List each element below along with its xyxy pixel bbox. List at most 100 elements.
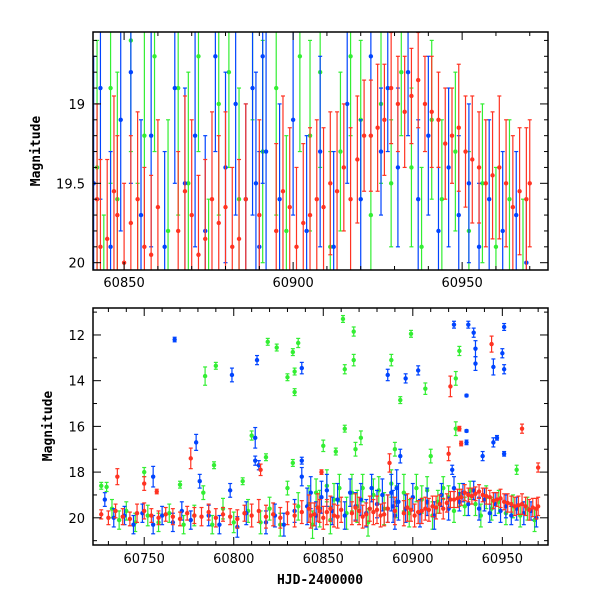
point-marker: [469, 493, 475, 499]
point-marker: [319, 469, 324, 475]
point-marker: [501, 451, 507, 457]
point-marker: [230, 244, 235, 250]
point-marker: [154, 489, 159, 494]
blue-data-point: [277, 103, 282, 270]
green-data-point: [348, 32, 353, 137]
point-marker: [138, 212, 144, 218]
green-data-point: [453, 71, 458, 232]
point-marker: [108, 244, 113, 250]
point-marker: [142, 133, 147, 138]
point-marker: [424, 499, 430, 505]
point-marker: [253, 458, 258, 463]
point-marker: [429, 109, 434, 115]
red-data-point: [483, 119, 489, 248]
red-data-point: [516, 495, 521, 515]
point-marker: [500, 351, 505, 356]
point-marker: [464, 393, 469, 398]
red-data-point: [321, 505, 326, 530]
red-data-point: [491, 492, 496, 510]
red-data-point: [451, 490, 457, 509]
point-marker: [503, 181, 509, 186]
point-marker: [476, 506, 482, 511]
red-data-point: [163, 506, 168, 522]
point-marker: [455, 496, 460, 501]
red-data-point: [349, 501, 355, 526]
red-data-point: [321, 127, 326, 270]
point-marker: [127, 516, 133, 522]
point-marker: [491, 498, 496, 503]
red-data-point: [338, 496, 344, 523]
red-data-point: [530, 497, 535, 518]
point-marker: [395, 101, 401, 107]
red-data-point: [155, 119, 161, 270]
point-marker: [409, 93, 414, 99]
point-marker: [324, 488, 330, 493]
point-marker: [104, 484, 109, 490]
x-tick-label: 60750: [124, 552, 165, 567]
blue-data-point: [389, 473, 394, 512]
point-marker: [487, 495, 493, 500]
blue-data-point: [331, 150, 336, 270]
red-data-point: [364, 502, 369, 527]
point-marker: [299, 509, 304, 515]
blue-data-point: [253, 426, 258, 449]
green-data-point: [351, 353, 356, 367]
point-marker: [165, 228, 171, 234]
point-marker: [170, 514, 176, 519]
point-marker: [94, 196, 100, 202]
point-marker: [443, 141, 448, 146]
point-marker: [243, 196, 248, 202]
point-marker: [217, 522, 222, 527]
point-marker: [369, 485, 374, 491]
point-marker: [378, 149, 384, 154]
green-data-point: [186, 71, 191, 270]
point-marker: [68, 213, 72, 217]
point-marker: [337, 485, 342, 491]
point-marker: [401, 511, 407, 516]
blue-data-point: [227, 482, 233, 498]
point-marker: [348, 196, 353, 202]
red-data-point: [307, 127, 313, 270]
red-data-point: [501, 493, 507, 511]
point-marker: [492, 501, 498, 507]
point-marker: [155, 204, 161, 210]
blue-data-point: [172, 32, 178, 184]
red-data-point: [462, 484, 467, 502]
red-data-point: [280, 95, 286, 270]
blue-data-point: [192, 32, 198, 248]
red-data-point: [128, 135, 134, 270]
red-data-point: [378, 503, 383, 528]
blue-data-point: [480, 450, 485, 462]
point-marker: [371, 509, 376, 515]
red-data-point: [184, 505, 190, 521]
point-marker: [351, 357, 356, 363]
point-marker: [378, 513, 383, 518]
red-data-point: [361, 79, 367, 192]
blue-data-point: [473, 356, 478, 371]
point-marker: [415, 196, 421, 202]
green-data-point: [423, 382, 428, 395]
blue-data-point: [188, 510, 193, 530]
red-data-point: [104, 158, 110, 270]
point-marker: [476, 165, 482, 170]
point-marker: [263, 149, 269, 154]
blue-data-point: [102, 492, 108, 507]
point-marker: [466, 492, 471, 498]
red-data-point: [312, 502, 317, 527]
red-data-point: [299, 500, 304, 525]
point-marker: [358, 196, 363, 202]
green-data-point: [249, 430, 254, 441]
point-marker: [463, 149, 468, 154]
point-marker: [398, 397, 403, 403]
blue-data-point: [494, 434, 500, 441]
point-marker: [419, 508, 424, 514]
green-data-point: [480, 103, 485, 264]
red-data-point: [220, 506, 226, 522]
point-marker: [115, 474, 120, 479]
green-data-point: [514, 464, 519, 475]
point-marker: [128, 69, 134, 75]
green-data-point: [206, 198, 211, 270]
blue-data-point: [131, 514, 136, 535]
blue-data-point: [217, 514, 222, 535]
blue-data-point: [398, 448, 403, 464]
